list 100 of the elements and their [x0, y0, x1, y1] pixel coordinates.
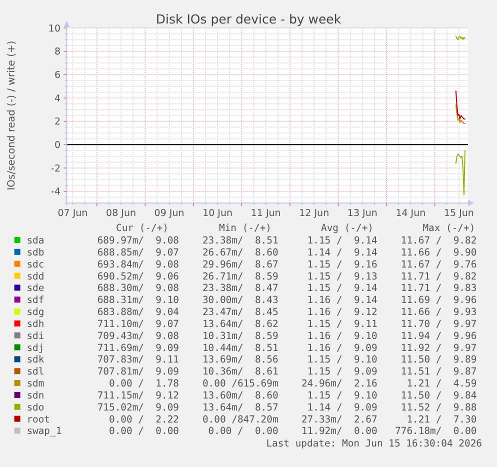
text: Last update: Mon Jun 15 16:30:04 2026	[266, 438, 482, 450]
text: 711.69m/ 9.09	[97, 342, 180, 354]
text: 1.15 / 9.10	[307, 390, 378, 402]
text: 26.71m/ 8.59	[202, 271, 278, 282]
legend-label: sdo	[26, 402, 44, 414]
y-tick-label: 4	[54, 93, 60, 104]
text: 1.15 / 9.14	[307, 236, 378, 246]
text: 693.84m/ 9.08	[97, 259, 180, 270]
text: 1.15 / 9.14	[307, 283, 378, 294]
text: 11.50 / 9.84	[400, 390, 477, 402]
text: 1.16 / 9.10	[307, 330, 378, 342]
text: 11.67 / 9.82	[400, 236, 477, 246]
y-axis-title: IOs/second read (-) / write (+)	[6, 40, 18, 190]
text: 1.14 / 9.14	[307, 247, 378, 258]
legend-label: sde	[26, 283, 44, 294]
text: 0.00 / 2.22	[109, 414, 180, 426]
text: 10.31m/ 8.59	[202, 330, 278, 342]
text: 690.52m/ 9.06	[97, 271, 180, 282]
legend-label: sdg	[26, 307, 44, 318]
x-tick-label: 09 Jun	[154, 208, 184, 219]
y-tick-label: 10	[48, 23, 60, 34]
legend-label: sdf	[26, 295, 44, 306]
text: 23.38m/ 8.51	[202, 236, 278, 246]
text: 13.64m/ 8.62	[202, 318, 278, 330]
text: 689.97m/ 9.08	[97, 236, 180, 246]
chart-title: Disk IOs per device - by week	[156, 12, 342, 26]
x-tick-label: 08 Jun	[106, 208, 136, 219]
text: 688.85m/ 9.07	[97, 247, 180, 258]
text: 26.67m/ 8.60	[202, 247, 278, 258]
text: 0.00 /615.69m	[202, 378, 278, 390]
text: 11.52 / 9.88	[400, 402, 477, 414]
y-tick-label: 0	[54, 140, 60, 152]
text: 688.30m/ 9.08	[97, 283, 180, 294]
y-tick-label: 8	[54, 46, 60, 58]
text: 1.14 / 9.09	[307, 402, 378, 414]
y-tick-label: 6	[54, 70, 60, 82]
legend-label: sdk	[26, 354, 44, 366]
line-series	[455, 104, 466, 124]
legend-label: sdc	[26, 259, 44, 270]
text: 1.15 / 9.16	[307, 259, 378, 270]
text: 23.47m/ 8.45	[202, 307, 278, 318]
line-series	[455, 150, 466, 196]
text: 1.15 / 9.11	[307, 318, 378, 330]
text: Cur (-/+)	[116, 223, 168, 234]
line-series	[455, 90, 466, 120]
text: 11.66 / 9.93	[400, 307, 477, 318]
text: 24.96m/ 2.16	[301, 378, 378, 390]
text: 30.00m/ 8.43	[202, 295, 278, 306]
x-tick-label: 11 Jun	[250, 208, 281, 219]
text: 27.33m/ 2.67	[301, 414, 378, 426]
text: 11.71 / 9.82	[400, 271, 477, 282]
text: 709.43m/ 9.08	[97, 330, 180, 342]
x-tick-label: 14 Jun	[396, 208, 426, 219]
text: 13.69m/ 8.56	[202, 354, 278, 366]
text: 1.21 / 7.30	[406, 414, 477, 426]
legend-label: sdi	[26, 330, 44, 342]
text: 1.15 / 9.13	[307, 271, 378, 282]
text: 0.00 / 1.78	[109, 378, 180, 390]
text: 10.36m/ 8.61	[202, 366, 278, 378]
x-tick-label: 13 Jun	[347, 208, 378, 219]
text: 1.15 / 9.10	[307, 354, 378, 366]
legend-label: sdm	[26, 378, 44, 390]
text: Max (-/+)	[422, 223, 476, 234]
text: 11.66 / 9.90	[400, 247, 477, 258]
text: 1.16 / 9.09	[307, 342, 378, 354]
text: Avg (-/+)	[321, 223, 374, 234]
legend-label: swap_1	[26, 426, 62, 438]
text: 13.60m/ 8.60	[202, 390, 278, 402]
text: 1.16 / 9.14	[307, 295, 378, 306]
x-tick-label: 15 Jun	[444, 208, 474, 219]
legend-label: sda	[26, 236, 44, 246]
legend-label: sdl	[26, 366, 44, 378]
text: 29.96m/ 8.67	[202, 259, 278, 270]
text: 707.81m/ 9.09	[97, 366, 180, 378]
text: 683.88m/ 9.04	[97, 307, 180, 318]
text: 11.94 / 9.96	[400, 330, 477, 342]
legend-label: sdd	[26, 271, 44, 282]
text: 776.18m/ 0.00	[395, 426, 477, 438]
text: 13.64m/ 8.57	[202, 402, 278, 414]
text: 711.10m/ 9.07	[97, 318, 180, 330]
legend-label: sdh	[26, 318, 44, 330]
text: 11.50 / 9.89	[400, 354, 477, 366]
legend-label: root	[26, 414, 50, 426]
y-tick-label: 2	[54, 116, 60, 128]
text: 11.69 / 9.96	[400, 295, 477, 306]
legend-label: sdb	[26, 247, 44, 258]
x-tick-label: 10 Jun	[202, 208, 233, 219]
text: 711.15m/ 9.12	[97, 390, 180, 402]
text: 10.44m/ 8.51	[202, 342, 278, 354]
legend-label: sdn	[26, 390, 44, 402]
text: 11.51 / 9.87	[400, 366, 477, 378]
legend-label: sdj	[26, 342, 44, 354]
text: 0.00 / 0.00	[109, 426, 180, 438]
text: Min (-/+)	[219, 223, 272, 234]
text: 1.21 / 4.59	[406, 378, 477, 390]
text: 23.38m/ 8.47	[202, 283, 278, 294]
text: 11.71 / 9.83	[400, 283, 477, 294]
y-tick-label: -4	[51, 186, 60, 198]
y-tick-label: -2	[51, 163, 60, 174]
x-tick-label: 12 Jun	[299, 208, 330, 219]
